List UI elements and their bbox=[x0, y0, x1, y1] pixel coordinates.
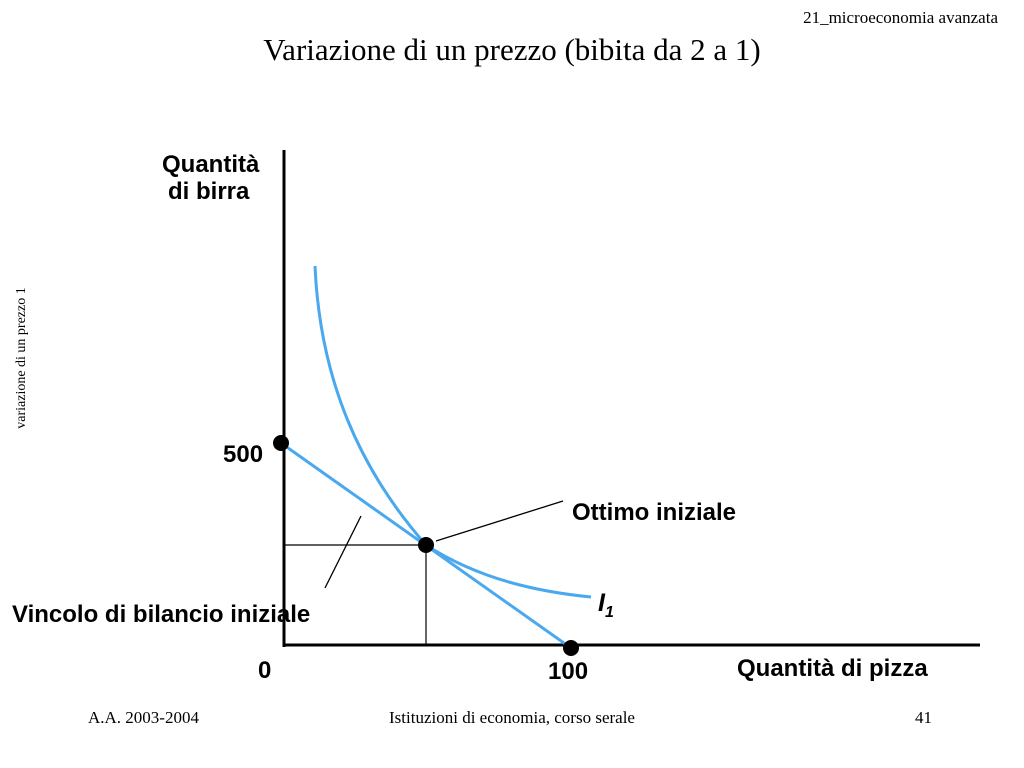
course-tag: 21_microeconomia avanzata bbox=[803, 8, 998, 27]
x-axis-label: Quantità di pizza bbox=[737, 655, 928, 682]
y-intercept-label: 500 bbox=[223, 441, 263, 468]
curve-label-main: I bbox=[598, 589, 606, 617]
footer-page-number: 41 bbox=[915, 708, 932, 727]
budget-leader-line bbox=[324, 515, 362, 589]
footer-course: Istituzioni di economia, corso serale bbox=[389, 708, 635, 727]
optimum-label: Ottimo iniziale bbox=[572, 499, 736, 526]
slide-title: Variazione di un prezzo (bibita da 2 a 1… bbox=[263, 32, 761, 67]
y-intercept-point bbox=[273, 435, 289, 451]
footer-year: A.A. 2003-2004 bbox=[88, 708, 199, 727]
y-axis-label-line1: Quantità bbox=[162, 151, 260, 178]
optimum-leader-line bbox=[435, 500, 564, 542]
optimum-point bbox=[418, 537, 434, 553]
x-intercept-point bbox=[563, 640, 579, 656]
y-axis-label-line2: di birra bbox=[168, 178, 250, 205]
origin-label: 0 bbox=[258, 657, 271, 684]
x-intercept-label: 100 bbox=[548, 658, 588, 685]
curve-label: I1 bbox=[598, 589, 614, 621]
budget-label: Vincolo di bilancio iniziale bbox=[12, 601, 310, 628]
curve-label-subscript: 1 bbox=[605, 604, 614, 621]
indifference-curve bbox=[313, 265, 592, 599]
